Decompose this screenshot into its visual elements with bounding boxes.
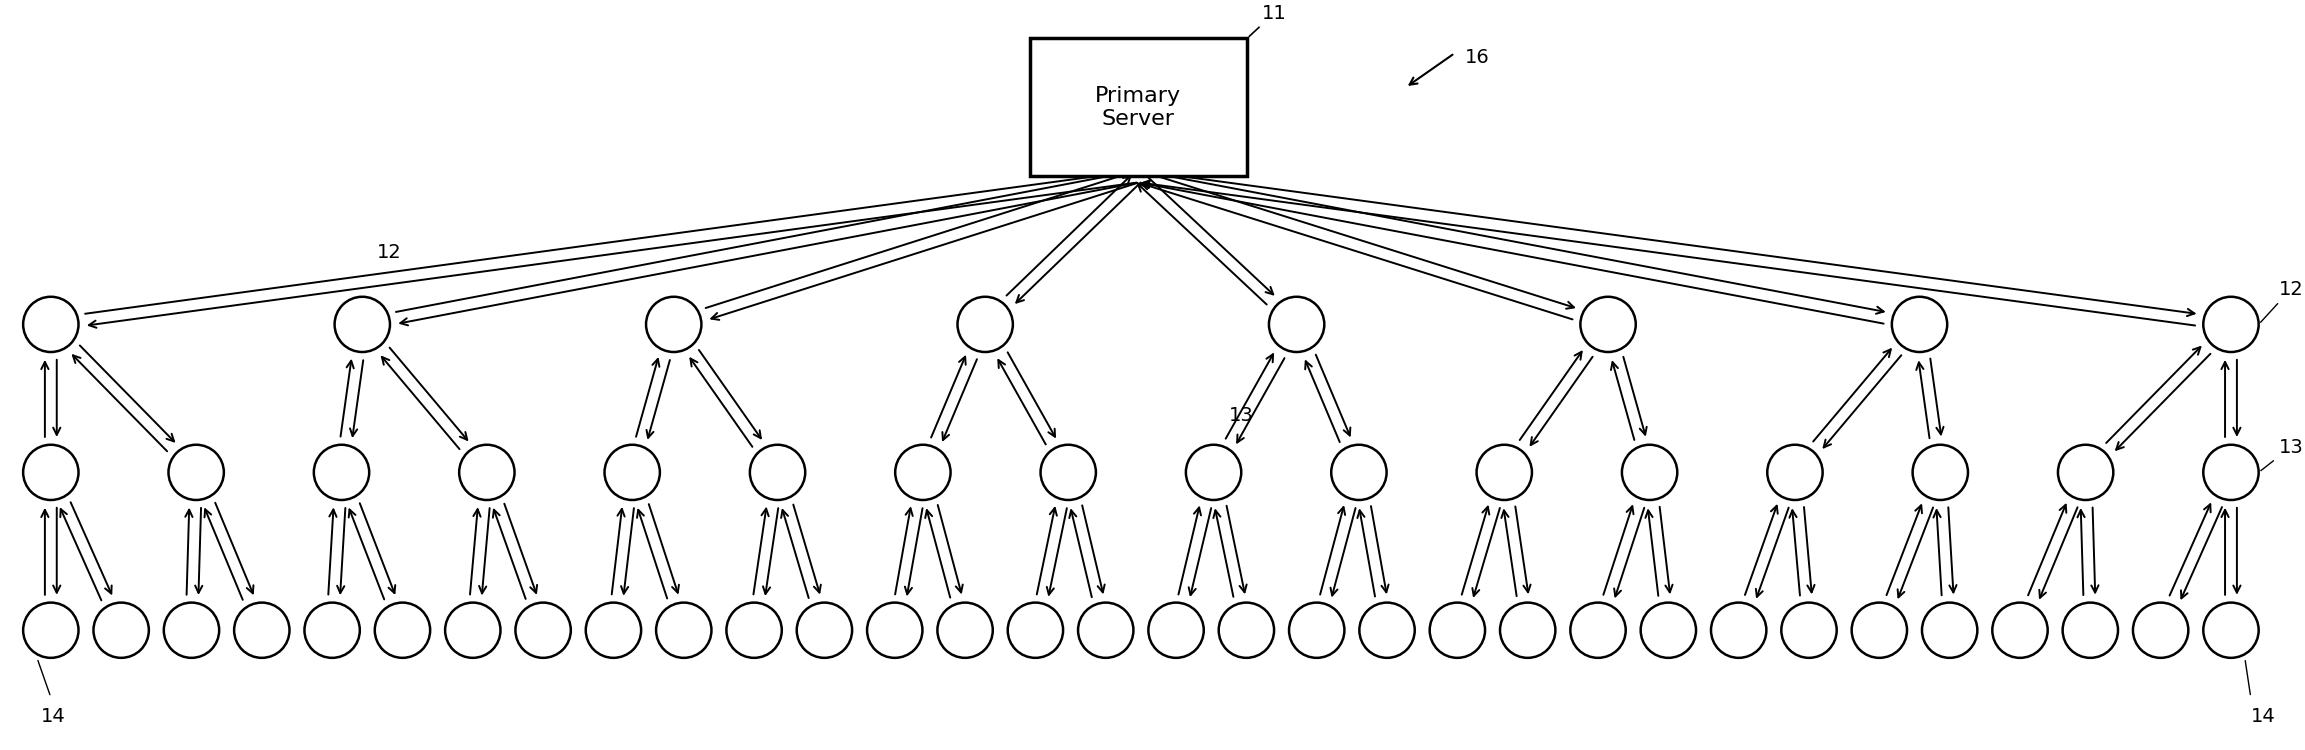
Circle shape (1581, 297, 1637, 352)
Circle shape (1079, 602, 1134, 658)
Circle shape (867, 602, 922, 658)
FancyBboxPatch shape (1030, 38, 1247, 176)
Circle shape (1623, 445, 1678, 500)
Circle shape (23, 445, 78, 500)
Circle shape (1429, 602, 1484, 658)
Circle shape (957, 297, 1012, 352)
Circle shape (2132, 602, 2187, 658)
Circle shape (376, 602, 431, 658)
Circle shape (894, 445, 950, 500)
Circle shape (645, 297, 701, 352)
Circle shape (726, 602, 781, 658)
Circle shape (1040, 445, 1095, 500)
Text: 14: 14 (41, 707, 65, 726)
Circle shape (1922, 602, 1978, 658)
Text: 11: 11 (1249, 4, 1286, 37)
Circle shape (798, 602, 853, 658)
Circle shape (1892, 297, 1948, 352)
Circle shape (313, 445, 369, 500)
Circle shape (1768, 445, 1823, 500)
Circle shape (1007, 602, 1063, 658)
Text: 13: 13 (1229, 406, 1254, 425)
Circle shape (1288, 602, 1344, 658)
Text: 12: 12 (378, 243, 401, 262)
Circle shape (168, 445, 224, 500)
Circle shape (1641, 602, 1696, 658)
Circle shape (2204, 602, 2259, 658)
Circle shape (1992, 602, 2047, 658)
Circle shape (164, 602, 219, 658)
Circle shape (334, 297, 390, 352)
Circle shape (1710, 602, 1766, 658)
Circle shape (445, 602, 500, 658)
Circle shape (1501, 602, 1556, 658)
Circle shape (749, 445, 804, 500)
Circle shape (1570, 602, 1625, 658)
Circle shape (516, 602, 572, 658)
Circle shape (2063, 602, 2118, 658)
Circle shape (1219, 602, 1275, 658)
Circle shape (1185, 445, 1242, 500)
Circle shape (95, 602, 150, 658)
Circle shape (938, 602, 993, 658)
Circle shape (1148, 602, 1203, 658)
Circle shape (1851, 602, 1906, 658)
Circle shape (2204, 445, 2259, 500)
Circle shape (459, 445, 514, 500)
Circle shape (1360, 602, 1415, 658)
Circle shape (1782, 602, 1837, 658)
Circle shape (604, 445, 659, 500)
Text: Primary
Server: Primary Server (1095, 86, 1182, 129)
Circle shape (1478, 445, 1533, 500)
Circle shape (1332, 445, 1388, 500)
Circle shape (1913, 445, 1968, 500)
Text: 13: 13 (2261, 438, 2303, 471)
Circle shape (2204, 297, 2259, 352)
Text: 14: 14 (2250, 707, 2275, 726)
Circle shape (657, 602, 712, 658)
Circle shape (304, 602, 360, 658)
Circle shape (23, 297, 78, 352)
Circle shape (585, 602, 641, 658)
Circle shape (2058, 445, 2114, 500)
Circle shape (1270, 297, 1325, 352)
Text: 16: 16 (1464, 48, 1489, 68)
Circle shape (235, 602, 290, 658)
Circle shape (23, 602, 78, 658)
Text: 12: 12 (2261, 280, 2303, 322)
